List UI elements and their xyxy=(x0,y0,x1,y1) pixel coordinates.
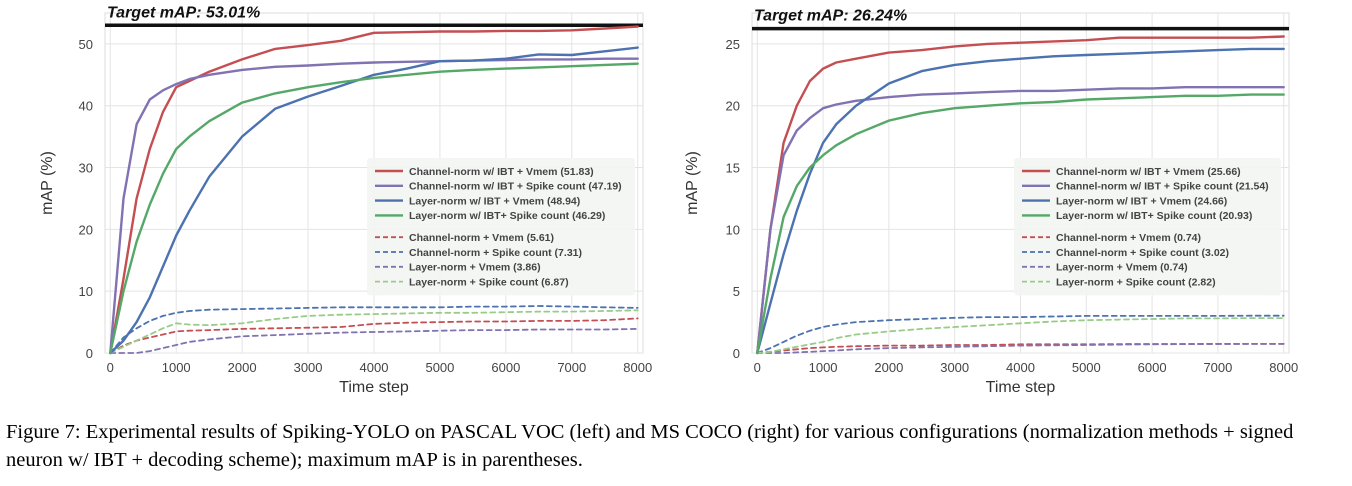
y-tick-label: 20 xyxy=(79,222,93,237)
legend-entry-label: Channel-norm + Vmem (5.61) xyxy=(409,232,554,244)
x-tick-label: 2000 xyxy=(228,360,257,375)
legend-box xyxy=(1014,158,1281,296)
legend: Channel-norm w/ IBT + Vmem (25.66) Channe… xyxy=(1014,158,1281,296)
x-tick-label: 4000 xyxy=(1006,360,1035,375)
legend-entry-label: Channel-norm w/ IBT + Vmem (25.66) xyxy=(1056,166,1241,178)
chart-ms-coco: 0 1000 2000 3000 4000 5000 6000 7000 8000 0 5 10 15 2… xyxy=(684,8,1298,396)
y-tick-label: 0 xyxy=(733,346,740,361)
y-axis-label: mAP (%) xyxy=(684,151,701,215)
y-tick-label: 0 xyxy=(86,346,93,361)
figure-caption: Figure 7: Experimental results of Spikin… xyxy=(6,421,1294,471)
y-tick-label: 10 xyxy=(726,222,740,237)
x-tick-label: 8000 xyxy=(623,360,652,375)
x-tick-label: 5000 xyxy=(1072,360,1101,375)
legend-entry-label: Layer-norm + Spike count (6.87) xyxy=(409,276,569,288)
series-line xyxy=(109,25,639,355)
legend-entry-label: Layer-norm w/ IBT + Vmem (24.66) xyxy=(1056,195,1227,207)
x-tick-label: 3000 xyxy=(940,360,969,375)
y-tick-label: 5 xyxy=(733,284,740,299)
series-line xyxy=(756,317,1285,354)
legend-entry-label: Channel-norm w/ IBT + Vmem (51.83) xyxy=(409,166,594,178)
chart-pascal-voc: 0 1000 2000 3000 4000 5000 6000 7000 8000 0 10 20 30… xyxy=(39,4,652,396)
legend-entry-label: Layer-norm w/ IBT + Vmem (48.94) xyxy=(409,195,580,207)
y-tick-label: 20 xyxy=(726,99,740,114)
legend-entry-label: Channel-norm + Vmem (0.74) xyxy=(1056,232,1201,244)
series-line xyxy=(109,305,639,354)
figure-charts: 0 1000 2000 3000 4000 5000 6000 7000 80000102030… xyxy=(39,4,1298,396)
series-line xyxy=(756,314,1285,354)
target-annotation: Target mAP: 53.01% xyxy=(107,4,260,21)
x-tick-label: 8000 xyxy=(1269,360,1298,375)
x-tick-label: 0 xyxy=(754,360,761,375)
series-line xyxy=(756,85,1285,355)
legend: Channel-norm w/ IBT + Vmem (51.83) Channe… xyxy=(367,158,635,296)
x-tick-label: 6000 xyxy=(491,360,520,375)
x-tick-label: 5000 xyxy=(425,360,454,375)
x-tick-label: 7000 xyxy=(1203,360,1232,375)
series-line xyxy=(109,57,639,355)
legend-entry-label: Channel-norm + Spike count (7.31) xyxy=(409,247,582,259)
legend-entry-label: Channel-norm + Spike count (3.02) xyxy=(1056,247,1229,259)
x-tick-label: 1000 xyxy=(809,360,838,375)
y-tick-label: 10 xyxy=(79,284,93,299)
x-tick-label: 0 xyxy=(107,360,114,375)
series-line xyxy=(109,317,639,354)
legend-entry-label: Layer-norm w/ IBT+ Spike count (46.29) xyxy=(409,210,605,222)
x-axis-label: Time step xyxy=(339,379,409,396)
legend-entry-label: Layer-norm + Spike count (2.82) xyxy=(1056,276,1216,288)
series-line xyxy=(109,46,639,355)
legend-entry-label: Layer-norm w/ IBT+ Spike count (20.93) xyxy=(1056,210,1252,222)
series-line xyxy=(756,342,1285,354)
series-line xyxy=(756,93,1285,355)
series-line xyxy=(109,309,639,354)
x-tick-label: 3000 xyxy=(294,360,323,375)
series-line xyxy=(756,35,1285,355)
y-tick-label: 40 xyxy=(79,99,93,114)
x-tick-label: 1000 xyxy=(162,360,191,375)
legend-entry-label: Layer-norm + Vmem (3.86) xyxy=(409,262,541,274)
legend-entry-label: Layer-norm + Vmem (0.74) xyxy=(1056,262,1188,274)
x-tick-label: 4000 xyxy=(360,360,389,375)
x-tick-label: 6000 xyxy=(1138,360,1167,375)
legend-box xyxy=(367,158,635,296)
x-tick-label: 7000 xyxy=(557,360,586,375)
target-annotation: Target mAP: 26.24% xyxy=(754,8,907,25)
y-tick-label: 30 xyxy=(79,161,93,176)
y-axis-label: mAP (%) xyxy=(39,151,56,215)
y-tick-label: 15 xyxy=(726,161,740,176)
y-tick-label: 50 xyxy=(79,37,93,52)
series-line xyxy=(109,62,639,355)
legend-entry-label: Channel-norm w/ IBT + Spike count (47.19… xyxy=(409,181,622,193)
legend-entry-label: Channel-norm w/ IBT + Spike count (21.54… xyxy=(1056,181,1269,193)
series-line xyxy=(109,327,639,354)
series-line xyxy=(756,47,1285,355)
x-tick-label: 2000 xyxy=(874,360,903,375)
y-tick-label: 25 xyxy=(726,37,740,52)
x-axis-label: Time step xyxy=(986,379,1056,396)
